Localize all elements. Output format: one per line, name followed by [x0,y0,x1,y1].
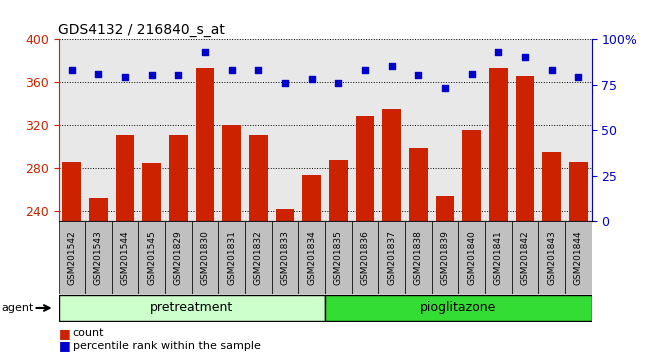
Point [94,71,104,76]
Bar [302,175,321,221]
Point [147,73,157,78]
Bar [249,136,268,221]
Text: GSM201834: GSM201834 [307,230,316,285]
Bar [565,221,592,294]
Point [333,80,343,86]
Bar [329,160,348,221]
Point [200,49,211,55]
Bar [62,162,81,221]
Bar [489,68,508,221]
Point [520,54,530,60]
Bar [432,221,458,294]
Point [67,67,77,73]
Text: GSM201838: GSM201838 [414,230,422,285]
Text: GSM201841: GSM201841 [494,230,502,285]
Bar [85,221,112,294]
Point [467,71,477,76]
Bar [138,221,165,294]
Bar [218,221,245,294]
Bar [192,221,218,294]
Point [439,85,450,91]
Bar [58,221,85,294]
Text: pretreatment: pretreatment [150,302,233,314]
Bar [378,221,405,294]
Point [386,63,396,69]
Point [360,67,370,73]
Text: pioglitazone: pioglitazone [420,302,497,314]
Text: GSM201544: GSM201544 [121,230,129,285]
Point [547,67,557,73]
Text: GSM201833: GSM201833 [281,230,289,285]
Point [413,73,424,78]
Bar [462,130,481,221]
Point [173,73,184,78]
Text: GSM201829: GSM201829 [174,230,183,285]
Bar [538,221,565,294]
Bar [89,198,108,221]
Text: GSM201839: GSM201839 [441,230,449,285]
Bar [352,221,378,294]
Bar [405,221,432,294]
Bar [382,109,401,221]
Text: ■: ■ [58,327,70,340]
Bar [169,136,188,221]
Point [573,74,584,80]
Bar [245,221,272,294]
Bar [515,76,534,221]
Bar [542,152,561,221]
Bar [112,221,138,294]
Text: GSM201837: GSM201837 [387,230,396,285]
Bar [222,125,241,221]
Bar [325,221,352,294]
Bar [436,195,454,221]
Text: GSM201831: GSM201831 [227,230,236,285]
Text: GSM201843: GSM201843 [547,230,556,285]
Bar [142,163,161,221]
Text: GSM201832: GSM201832 [254,230,263,285]
Text: agent: agent [1,303,34,313]
Bar [196,68,215,221]
Text: GSM201842: GSM201842 [521,230,529,285]
Point [227,67,237,73]
Text: GSM201545: GSM201545 [148,230,156,285]
Bar [272,221,298,294]
Point [307,76,317,82]
Text: GSM201844: GSM201844 [574,230,582,285]
Text: GSM201835: GSM201835 [334,230,343,285]
Bar [458,221,485,294]
Bar [116,136,135,221]
Text: GDS4132 / 216840_s_at: GDS4132 / 216840_s_at [58,23,226,37]
Bar [298,221,325,294]
Bar [512,221,538,294]
Bar [276,210,294,221]
Text: GSM201840: GSM201840 [467,230,476,285]
Bar [485,221,512,294]
Point [493,49,504,55]
Bar [569,162,588,221]
Text: GSM201830: GSM201830 [201,230,209,285]
Text: ■: ■ [58,339,70,353]
Bar [356,116,374,221]
Text: percentile rank within the sample: percentile rank within the sample [73,341,261,351]
Text: GSM201543: GSM201543 [94,230,103,285]
Text: GSM201542: GSM201542 [68,230,76,285]
Bar [409,148,428,221]
Point [254,67,264,73]
Text: count: count [73,328,104,338]
Text: GSM201836: GSM201836 [361,230,369,285]
Bar [325,295,592,321]
Point [120,74,130,80]
Bar [165,221,192,294]
Point [280,80,291,86]
Bar [58,295,325,321]
